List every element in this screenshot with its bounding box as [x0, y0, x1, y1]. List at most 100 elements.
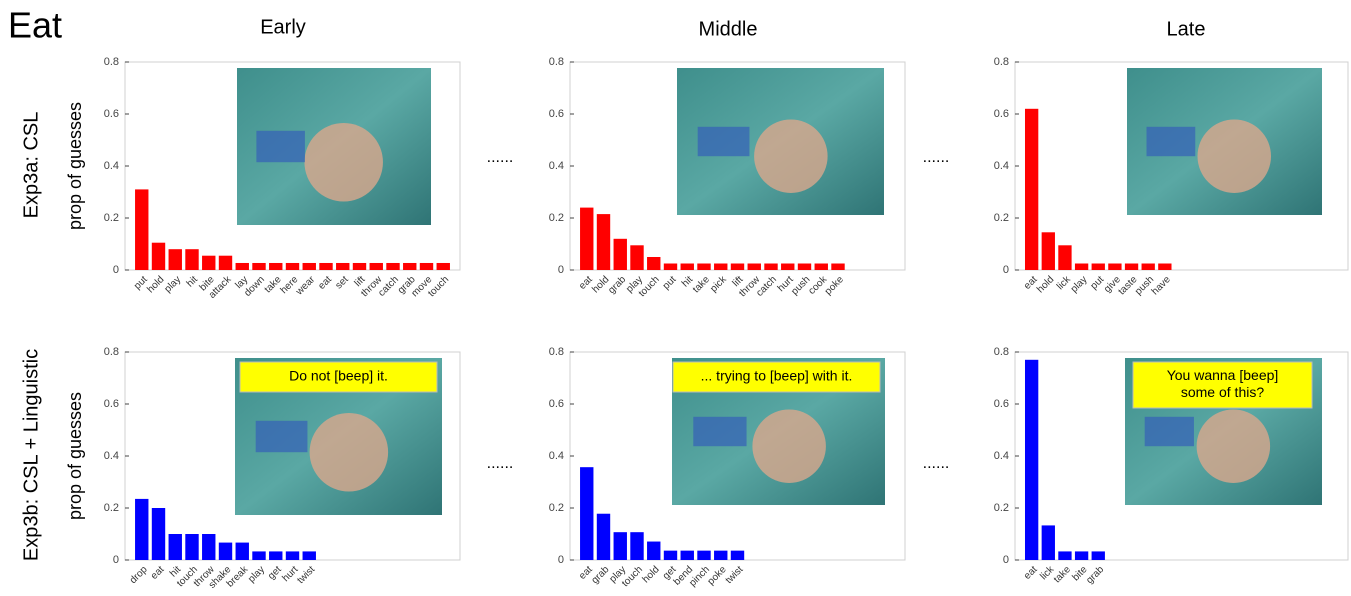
bar	[302, 262, 316, 270]
bar	[714, 263, 728, 270]
y-tick-label: 0.4	[549, 160, 564, 172]
bar	[1074, 263, 1089, 270]
bar	[680, 550, 694, 560]
y-tick-label: 0.8	[994, 346, 1009, 358]
bar	[352, 262, 367, 270]
bar	[781, 263, 795, 270]
x-tick-label: put	[661, 274, 679, 292]
x-tick-label: set	[334, 274, 351, 291]
bar	[185, 534, 199, 560]
bar	[252, 262, 266, 270]
bar	[168, 249, 182, 270]
bar	[151, 508, 166, 560]
bar	[235, 262, 249, 270]
bar	[168, 534, 182, 560]
bar	[1091, 263, 1105, 270]
ellipsis: ......	[487, 455, 514, 472]
y-tick-label: 0	[558, 264, 564, 276]
column-title: Late	[1167, 18, 1206, 40]
bar	[218, 255, 233, 270]
y-tick-label: 0.8	[549, 56, 564, 68]
y-tick-label: 0.4	[549, 450, 564, 462]
y-tick-label: 0	[1003, 554, 1009, 566]
bar	[1141, 263, 1155, 270]
bar	[1158, 263, 1172, 270]
bar	[697, 550, 711, 560]
caption: Do not [beep] it.	[289, 368, 388, 384]
bar	[252, 551, 266, 560]
bar	[596, 214, 611, 270]
y-tick-label: 0.4	[104, 160, 119, 172]
bar	[797, 263, 812, 270]
y-tick-label: 0.4	[104, 450, 119, 462]
photo-object	[697, 126, 750, 157]
x-tick-label: poke	[823, 274, 846, 297]
x-tick-label: take	[263, 274, 284, 295]
x-tick-label: eat	[316, 274, 334, 292]
y-axis-label: prop of guesses	[65, 392, 85, 520]
y-tick-label: 0.6	[549, 108, 564, 120]
bar	[714, 550, 728, 560]
ellipsis: ......	[487, 149, 514, 166]
caption: ... trying to [beep] with it.	[701, 368, 853, 384]
photo-object	[256, 130, 305, 163]
x-tick-label: hold	[145, 274, 166, 295]
bar	[730, 263, 745, 270]
bar	[202, 534, 216, 560]
y-tick-label: 0.2	[549, 212, 564, 224]
bar	[1041, 525, 1055, 560]
bar	[647, 257, 661, 270]
photo-object	[1196, 409, 1271, 483]
x-tick-label: get	[266, 564, 284, 582]
ellipsis: ......	[923, 149, 950, 166]
caption: some of this?	[1181, 384, 1264, 400]
bar	[1024, 108, 1039, 270]
x-tick-label: hold	[641, 564, 662, 585]
bar	[1074, 551, 1089, 560]
photo-object	[1146, 126, 1196, 157]
bar	[285, 551, 300, 560]
y-tick-label: 0.8	[994, 56, 1009, 68]
y-tick-label: 0	[558, 554, 564, 566]
y-tick-label: 0.2	[994, 502, 1009, 514]
bar	[1091, 551, 1105, 560]
x-tick-label: take	[691, 274, 712, 295]
photo-object	[255, 420, 308, 453]
y-tick-label: 0.2	[549, 502, 564, 514]
bar	[1058, 551, 1072, 560]
x-tick-label: eat	[149, 564, 167, 582]
figure-title: Eat	[8, 5, 62, 46]
bar	[596, 513, 611, 560]
row-label: Exp3a: CSL	[20, 112, 42, 219]
bar	[386, 262, 400, 270]
caption-box	[672, 361, 881, 393]
bar	[580, 207, 594, 270]
bar	[663, 550, 678, 560]
y-tick-label: 0.4	[994, 160, 1009, 172]
photo-object	[309, 412, 389, 492]
bar	[436, 262, 450, 270]
x-tick-label: have	[1150, 274, 1173, 297]
x-tick-label: play	[162, 274, 183, 295]
bar	[235, 542, 249, 560]
y-tick-label: 0.6	[104, 108, 119, 120]
bar	[663, 263, 678, 270]
photo-object	[1197, 119, 1271, 193]
bar	[319, 262, 333, 270]
caption: You wanna [beep]	[1167, 367, 1279, 383]
x-tick-label: wear	[293, 274, 317, 298]
x-tick-label: twist	[295, 564, 317, 586]
x-tick-label: grab	[1084, 564, 1106, 586]
bar	[747, 263, 761, 270]
bar	[680, 263, 694, 270]
x-tick-label: play	[246, 564, 267, 585]
bar	[697, 263, 711, 270]
y-tick-label: 0.2	[994, 212, 1009, 224]
x-tick-label: pick	[708, 274, 729, 295]
bar	[1058, 245, 1072, 270]
bar	[202, 255, 216, 270]
photo-object	[754, 119, 828, 193]
bar	[369, 262, 383, 270]
bar	[135, 189, 149, 270]
